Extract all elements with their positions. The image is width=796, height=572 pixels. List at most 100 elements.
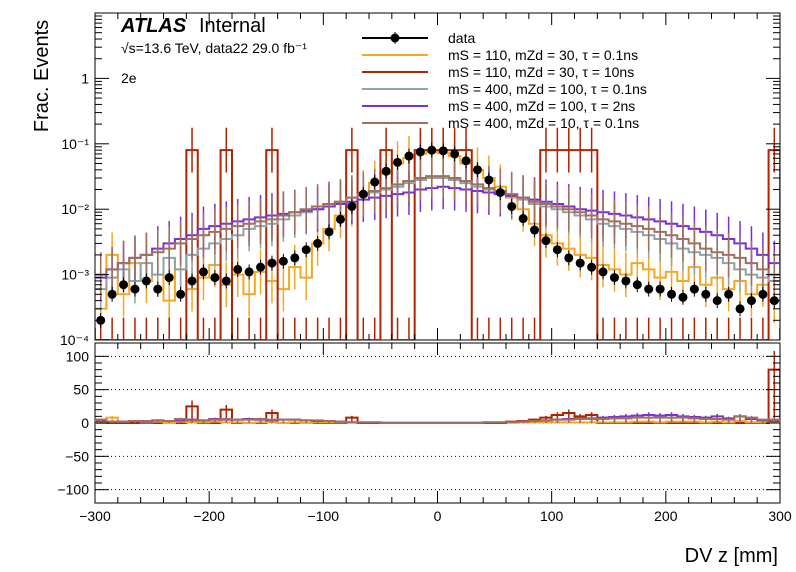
data-point (313, 238, 323, 248)
ratio-series-3 (95, 414, 780, 424)
data-point (404, 151, 414, 161)
data-point (701, 289, 711, 299)
x-tick-label: 300 (768, 508, 792, 524)
atlas-label: ATLAS (120, 15, 187, 37)
data-point (381, 166, 391, 176)
data-point (598, 267, 608, 277)
data-point (484, 175, 494, 185)
data-point (758, 289, 768, 299)
x-tick-label: −300 (79, 508, 111, 524)
data-point (221, 276, 231, 286)
data-point (587, 262, 597, 272)
data-point (198, 267, 208, 277)
data-point (655, 284, 665, 294)
data-point (141, 276, 151, 286)
legend-label: mS = 110, mZd = 30, τ = 10ns (448, 64, 634, 80)
data-point (678, 292, 688, 302)
y-tick-label: 10⁻² (61, 201, 89, 217)
data-point (746, 296, 756, 306)
data-point (724, 289, 734, 299)
energy-lumi-label: √s=13.6 TeV, data22 29.0 fb⁻¹ (121, 40, 307, 56)
data-point (176, 289, 186, 299)
data-point (278, 256, 288, 266)
data-point (107, 289, 117, 299)
legend-label: mS = 400, mZd = 100, τ = 0.1ns (448, 81, 647, 97)
series-line (95, 185, 780, 340)
ratio-y-tick-label: −100 (57, 482, 89, 498)
data-point (267, 258, 277, 268)
data-point (427, 145, 437, 155)
data-point (347, 201, 357, 211)
legend-label: data (448, 30, 475, 46)
x-tick-label: 200 (654, 508, 678, 524)
main-series-group (95, 127, 780, 340)
y-tick-label: 10⁻⁴ (60, 332, 89, 348)
data-point (244, 267, 254, 277)
data-point (233, 264, 243, 274)
data-point (130, 284, 140, 294)
legend-label: mS = 110, mZd = 30, τ = 0.1ns (448, 47, 638, 63)
y-tick-label: 10⁻¹ (61, 136, 89, 152)
data-point (393, 157, 403, 167)
series-line (95, 150, 780, 340)
data-point (530, 225, 540, 235)
ratio-y-tick-label: −50 (65, 448, 89, 464)
ratio-y-tick-label: 0 (81, 415, 89, 431)
data-point (632, 280, 642, 290)
data-point (324, 227, 334, 237)
legend-label: mS = 400, mZd = 100, τ = 2ns (448, 98, 635, 114)
data-point (575, 258, 585, 268)
x-tick-label: −200 (193, 508, 225, 524)
data-point (438, 146, 448, 156)
data-point (290, 253, 300, 263)
ratio-y-tick-label: 100 (66, 348, 90, 364)
status-label: Internal (199, 15, 266, 37)
data-point (472, 165, 482, 175)
main-axes: 10⁻⁴ 10⁻³ 10⁻² 10⁻¹ 1 (60, 13, 781, 348)
series-line (95, 176, 780, 340)
data-point (689, 284, 699, 294)
ratio-axes: −300 −200 −100 0 100 200 300 100 50 0 −50 −100 (57, 343, 792, 524)
series-line (95, 175, 780, 340)
data-point (164, 273, 174, 283)
data-point (187, 276, 197, 286)
data-point (450, 149, 460, 159)
x-tick-label: −100 (308, 508, 340, 524)
data-point (153, 284, 163, 294)
data-point (609, 273, 619, 283)
data-point (358, 189, 368, 199)
data-point (518, 214, 528, 224)
ratio-series-group (95, 351, 780, 424)
data-point (621, 276, 631, 286)
data-point (712, 296, 722, 306)
y-tick-label: 10⁻³ (61, 267, 89, 283)
data-point (119, 280, 129, 290)
data-point (667, 289, 677, 299)
data-point (495, 188, 505, 198)
data-point (564, 253, 574, 263)
ratio-series-0 (95, 351, 780, 424)
series-data (96, 142, 779, 328)
y-tick-label: 1 (81, 70, 89, 86)
data-point (541, 236, 551, 246)
data-point (507, 201, 517, 211)
legend-label: mS = 400, mZd = 10, τ = 0.1ns (448, 115, 639, 131)
data-point (335, 214, 345, 224)
x-tick-label: 100 (540, 508, 564, 524)
channel-label: 2e (121, 70, 137, 86)
data-point (301, 245, 311, 255)
data-point (210, 273, 220, 283)
data-point (735, 304, 745, 314)
data-point (370, 177, 380, 187)
ratio-y-tick-label: 50 (73, 382, 89, 398)
data-point (256, 262, 266, 272)
y-axis-label: Frac. Events (31, 20, 53, 132)
ratio-series-line (95, 415, 780, 424)
data-point (644, 284, 654, 294)
data-point (552, 245, 562, 255)
x-axis-label: DV z [mm] (685, 545, 778, 567)
data-point (415, 147, 425, 157)
x-tick-label: 0 (434, 508, 442, 524)
